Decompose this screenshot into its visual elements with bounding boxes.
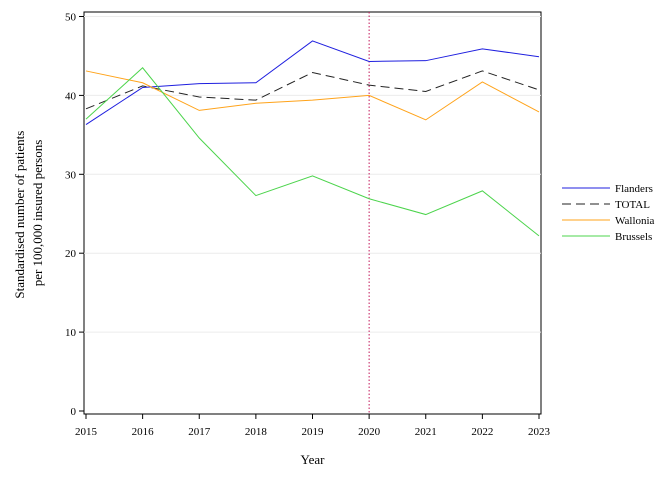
x-tick-label: 2023 xyxy=(528,426,551,438)
y-axis-title-line-2: per 100,000 insured persons xyxy=(30,140,45,287)
y-tick-label: 20 xyxy=(65,248,77,260)
y-tick-label: 0 xyxy=(71,406,77,418)
series-line-total xyxy=(85,70,540,110)
y-tick-label: 40 xyxy=(65,90,77,102)
y-tick-label: 30 xyxy=(65,169,77,181)
series-line-flanders xyxy=(85,40,540,126)
x-tick-label: 2020 xyxy=(358,426,381,438)
x-axis: 2015 2016 2017 2018 2019 2020 2021 2022 2023 xyxy=(75,414,551,438)
gridlines xyxy=(84,16,541,333)
series-line-brussels xyxy=(85,67,540,237)
x-tick-label: 2017 xyxy=(188,426,211,438)
legend-label-flanders: Flanders xyxy=(615,183,653,195)
legend-label-total: TOTAL xyxy=(615,199,650,211)
legend-label-brussels: Brussels xyxy=(615,231,652,243)
x-tick-label: 2018 xyxy=(245,426,268,438)
y-axis-title: Standardised number of patients per 100,… xyxy=(12,127,45,298)
y-axis: 0 10 20 30 40 50 xyxy=(65,12,84,418)
series-lines xyxy=(85,40,540,237)
x-tick-label: 2022 xyxy=(471,426,493,438)
legend: Flanders TOTAL Wallonia Brussels xyxy=(562,183,655,243)
x-axis-title: Year xyxy=(301,452,326,467)
y-tick-label: 10 xyxy=(65,327,77,339)
x-tick-label: 2019 xyxy=(302,426,325,438)
y-tick-label: 50 xyxy=(65,12,77,24)
legend-label-wallonia: Wallonia xyxy=(615,215,655,227)
y-axis-title-line-1: Standardised number of patients xyxy=(12,131,27,299)
x-tick-label: 2015 xyxy=(75,426,98,438)
x-tick-label: 2016 xyxy=(132,426,155,438)
x-tick-label: 2021 xyxy=(415,426,437,438)
